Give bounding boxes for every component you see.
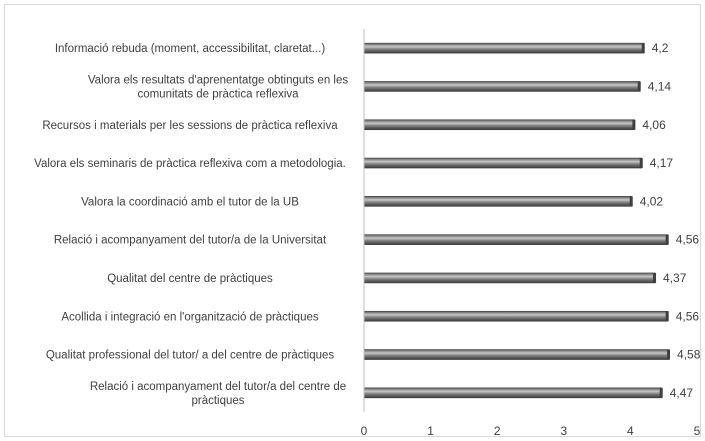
chart-frame [4,4,701,437]
bar-end-cap-3 [632,119,636,130]
value-label-7: 4,37 [663,271,687,285]
x-tick-label-1: 1 [427,424,434,438]
value-label-8: 4,56 [676,309,700,323]
category-label-5: Valora la coordinació amb el tutor de la… [81,196,299,208]
bar-end-cap-8 [665,311,669,322]
bar-end-cap-10 [659,387,663,398]
bar-end-cap-9 [667,349,671,360]
category-label-9: Qualitat professional del tutor/ a del c… [46,350,335,362]
bar-end-cap-7 [653,272,657,283]
value-label-10: 4,47 [670,386,694,400]
bar-5 [363,196,633,207]
bar-9 [363,349,670,360]
category-label-2: Valora els resultats d'aprenentatge obti… [88,74,349,100]
category-label-7: Qualitat del centre de pràctiques [107,273,273,285]
bar-8 [363,310,668,322]
category-label-4: Valora els seminaris de pràctica reflexi… [34,158,346,170]
bar-end-cap-6 [665,234,669,245]
bar-1 [363,42,645,54]
x-tick-label-3: 3 [560,424,567,438]
x-tick-label-0: 0 [361,424,368,438]
bar-end-cap-2 [637,81,641,92]
bar-7 [363,272,656,284]
bar-10 [363,387,663,399]
bar-end-cap-5 [629,196,633,207]
bar-end-cap-4 [639,158,643,169]
bar-6 [363,234,668,245]
value-label-6: 4,56 [676,233,700,247]
x-tick-label-4: 4 [627,424,634,438]
category-label-6: Relació i acompanyament del tutor/a de l… [54,235,327,247]
category-label-10: Relació i acompanyament del tutor/a del … [90,381,346,407]
x-tick-label-5: 5 [694,424,701,438]
bar-3 [363,119,635,131]
value-label-2: 4,14 [648,79,672,93]
value-label-3: 4,06 [642,118,666,132]
value-label-5: 4,02 [640,194,664,208]
category-label-3: Recursos i materials per les sessions de… [42,120,338,132]
category-label-8: Acollida i integració en l'organització … [61,311,319,323]
value-label-4: 4,17 [650,156,674,170]
value-label-9: 4,58 [677,348,701,362]
bar-4 [363,157,643,169]
bar-2 [363,81,641,92]
x-tick-label-2: 2 [494,424,501,438]
category-label-1: Informació rebuda (moment, accessibilita… [55,43,326,55]
value-label-1: 4,2 [652,41,669,55]
bar-end-cap-1 [641,43,645,54]
